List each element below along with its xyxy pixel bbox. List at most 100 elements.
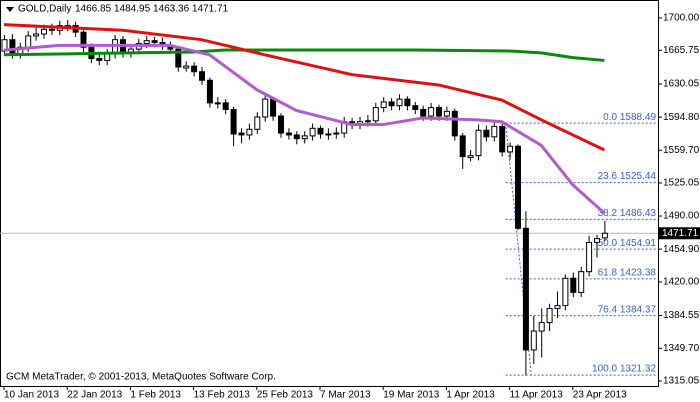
candle-body: [538, 322, 545, 332]
candle-body: [80, 31, 87, 48]
candle-body: [459, 135, 466, 158]
candle-body: [206, 79, 213, 104]
candle-body: [546, 307, 553, 324]
x-tick-label: 25 Feb 2013: [257, 390, 314, 401]
x-tick-label: 1 Apr 2013: [446, 390, 495, 401]
y-tick-label: 1594.80: [663, 112, 700, 123]
moving-average: [3, 23, 606, 152]
candle-body: [570, 277, 577, 293]
y-tick-label: 1349.70: [663, 343, 700, 354]
footer: GCM MetaTrader, © 2001-2013, MetaQuotes …: [6, 372, 276, 383]
candle-body: [530, 330, 537, 351]
candle-body: [522, 227, 529, 351]
candle-body: [48, 28, 55, 31]
candle-body: [238, 132, 245, 136]
candle-body: [191, 65, 198, 73]
moving-average: [3, 43, 606, 215]
candle-body: [380, 101, 387, 109]
candle-body: [25, 35, 32, 48]
candle-body: [372, 107, 379, 122]
candle-body: [404, 98, 411, 107]
candle-body: [285, 132, 292, 136]
candle-body: [309, 127, 316, 137]
candle-body: [325, 133, 332, 136]
candle-body: [515, 145, 521, 229]
fib-label: 23.6 1525.44: [598, 171, 657, 182]
candle-body: [578, 271, 585, 293]
candle-body: [364, 120, 371, 123]
y-tick-label: 1420.00: [663, 277, 700, 288]
symbol: GOLD,Daily: [18, 4, 71, 15]
candle-body: [467, 155, 474, 159]
candle-body: [9, 39, 16, 55]
candle-body: [262, 98, 269, 118]
candle-body: [420, 108, 427, 117]
y-tick-label: 1630.05: [663, 79, 700, 90]
candle-body: [270, 98, 277, 117]
fib-label: 50.0 1454.91: [598, 238, 657, 249]
candle-body: [491, 125, 498, 138]
candle-body: [278, 115, 284, 134]
fib-label: 61.8 1423.38: [598, 267, 657, 278]
y-tick-label: 1559.70: [663, 145, 700, 156]
candle-body: [443, 110, 450, 117]
high: 1484.95: [114, 4, 151, 15]
candle-body: [96, 58, 103, 61]
x-tick-label: 19 Mar 2013: [383, 390, 440, 401]
y-tick-label: 1490.00: [663, 211, 700, 222]
y-tick-label: 1665.75: [663, 45, 700, 56]
candle-body: [317, 127, 324, 135]
candle-body: [396, 98, 403, 107]
candle-body: [104, 53, 111, 61]
x-tick-label: 10 Jan 2013: [4, 390, 59, 401]
candle-body: [483, 129, 490, 138]
candle-body: [499, 125, 506, 153]
candle-body: [214, 102, 221, 105]
candle-body: [507, 145, 514, 153]
candle-body: [33, 33, 40, 37]
y-tick-label: 1700.00: [663, 13, 700, 24]
fib-label: 0.0 1588.49: [603, 112, 656, 123]
y-tick-label: 1315.05: [663, 376, 700, 387]
candle-body: [451, 110, 458, 137]
candle-body: [562, 277, 569, 307]
candle-body: [554, 305, 561, 309]
x-tick-label: 7 Mar 2013: [320, 390, 371, 401]
price-box: [659, 227, 700, 240]
x-tick-label: 13 Feb 2013: [194, 390, 251, 401]
candle-body: [222, 102, 229, 110]
candle-body: [143, 40, 150, 44]
x-tick-label: 1 Feb 2013: [130, 390, 181, 401]
low: 1463.36: [153, 4, 190, 15]
candle-body: [594, 238, 600, 243]
candle-body: [199, 71, 205, 81]
x-tick-label: 22 Jan 2013: [67, 390, 122, 401]
moving-average: [3, 48, 605, 62]
candle-body: [41, 28, 47, 35]
candle-body: [151, 40, 158, 44]
candle-body: [388, 101, 395, 107]
fib-label: 100.0 1321.32: [592, 364, 656, 375]
candle-body: [475, 129, 482, 157]
fib-label: 38.2 1486.43: [598, 208, 657, 219]
candle-body: [428, 107, 435, 117]
candle-body: [412, 105, 419, 110]
y-tick-label: 1454.90: [663, 244, 700, 255]
candle-body: [293, 134, 300, 140]
candle-body: [436, 107, 442, 117]
menu-icon[interactable]: [6, 7, 14, 12]
open: 1466.85: [75, 4, 112, 15]
y-tick-label: 1384.55: [663, 310, 700, 321]
candle-body: [175, 48, 182, 68]
close: 1471.71: [192, 4, 229, 15]
candle-body: [183, 65, 190, 69]
candle-body: [333, 132, 340, 135]
candle-body: [601, 232, 608, 239]
candle-body: [230, 108, 237, 135]
candle-body: [246, 128, 253, 136]
y-tick-label: 1525.05: [663, 178, 700, 189]
candle-body: [254, 116, 261, 130]
candle-body: [586, 241, 593, 273]
price-box-label: 1471.71: [662, 228, 699, 239]
